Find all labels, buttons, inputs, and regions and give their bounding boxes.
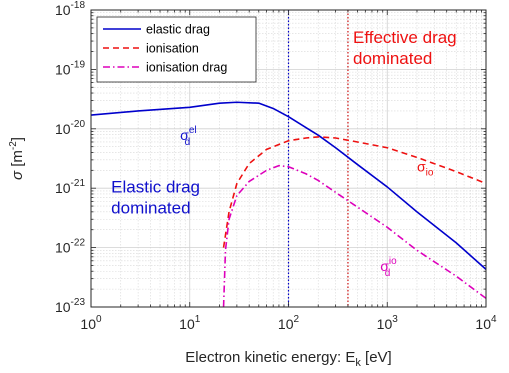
legend-label: elastic drag bbox=[146, 23, 210, 37]
annotations: Elastic drag dominated Effective drag domin… bbox=[111, 28, 456, 279]
y-tick-label: 10-22 bbox=[55, 238, 85, 256]
axis-labels: Electron kinetic energy: Ek [eV] σ [m-2] bbox=[8, 137, 392, 369]
x-tick-label: 104 bbox=[475, 314, 497, 332]
x-tick-label: 100 bbox=[80, 314, 102, 332]
region-boundaries bbox=[287, 10, 349, 307]
legend-box bbox=[96, 16, 257, 83]
legend-label: ionisation drag bbox=[146, 61, 227, 75]
y-tick-label: 10-18 bbox=[55, 0, 85, 18]
series-line bbox=[91, 101, 486, 270]
legend: elastic drag ionisation ionisation drag bbox=[96, 16, 257, 83]
series-line bbox=[222, 164, 486, 307]
elastic-region-label: Elastic drag bbox=[111, 177, 200, 196]
series-line bbox=[222, 136, 486, 248]
elastic-region-label: dominated bbox=[111, 198, 190, 217]
effective-region-label: dominated bbox=[353, 49, 432, 68]
x-tick-label: 103 bbox=[377, 314, 399, 332]
sigma-d-io-label: σio d bbox=[380, 256, 397, 279]
y-tick-label: 10-23 bbox=[55, 297, 85, 315]
x-tick-label: 102 bbox=[278, 314, 300, 332]
x-axis-label: Electron kinetic energy: Ek [eV] bbox=[185, 349, 391, 369]
legend-label: ionisation bbox=[146, 42, 199, 56]
sigma-io-label: σio bbox=[417, 159, 434, 179]
series-lines bbox=[91, 101, 486, 307]
y-tick-label: 10-19 bbox=[55, 59, 85, 77]
effective-region-label: Effective drag bbox=[353, 28, 457, 47]
y-axis-label: σ [m-2] bbox=[8, 137, 26, 180]
y-tick-label: 10-21 bbox=[55, 178, 85, 196]
y-tick-label: 10-20 bbox=[55, 119, 85, 137]
axis-ticks: 100 101 102 103 104 10-23 10-22 10-21 10-20 10-19… bbox=[55, 0, 497, 332]
x-tick-label: 101 bbox=[179, 314, 201, 332]
sigma-d-el-label: σel d bbox=[180, 125, 196, 148]
